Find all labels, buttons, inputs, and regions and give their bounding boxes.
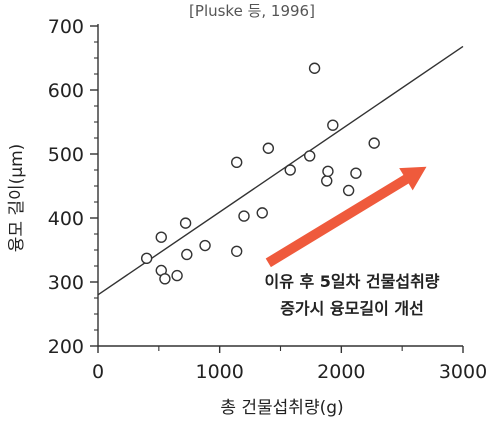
annotation-arrow xyxy=(265,166,427,268)
y-axis-title: 융모 길이(μm) xyxy=(7,144,27,253)
scatter-point xyxy=(159,273,171,285)
scatter-point xyxy=(308,62,321,74)
scatter-point xyxy=(262,142,275,154)
scatter-point xyxy=(327,119,339,131)
scatter-point xyxy=(140,252,153,265)
axes: 200 300 400 500 600 700 0 1000 2000 3000 xyxy=(48,16,487,383)
scatter-point xyxy=(230,156,243,169)
scatter-point xyxy=(321,175,333,187)
y-tick-label: 600 xyxy=(48,80,84,102)
annotation xyxy=(265,166,427,268)
scatter-point xyxy=(342,184,355,197)
y-tick-label: 400 xyxy=(48,208,84,230)
scatter-point xyxy=(322,165,334,177)
x-axis-title: 총 건물섭취량(g) xyxy=(220,398,343,418)
data-points xyxy=(140,62,380,285)
scatter-point xyxy=(350,167,362,179)
scatter-point xyxy=(238,210,250,222)
y-tick-label: 300 xyxy=(48,272,84,294)
scatter-point xyxy=(284,164,296,176)
x-tick-label: 3000 xyxy=(439,361,487,383)
source-note: [Pluske 등, 1996] xyxy=(189,2,315,20)
x-tick-label: 0 xyxy=(92,361,104,383)
scatter-point xyxy=(304,150,316,162)
scatter-point xyxy=(230,245,243,257)
scatter-point xyxy=(179,217,192,229)
x-tick-label: 2000 xyxy=(317,361,365,383)
y-tick-label: 700 xyxy=(48,16,84,38)
scatter-point xyxy=(181,248,193,261)
x-tick-label: 1000 xyxy=(195,361,243,383)
annotation-line-2: 증가시 융모길이 개선 xyxy=(280,299,424,318)
y-tick-label: 200 xyxy=(48,336,84,358)
annotation-line-1: 이유 후 5일차 건물섭취량 xyxy=(264,272,439,291)
y-tick-label: 500 xyxy=(48,144,84,166)
scatter-point xyxy=(155,231,167,243)
scatter-point xyxy=(368,137,380,149)
scatter-point xyxy=(256,207,268,219)
plot-area xyxy=(97,45,464,296)
scatter-point xyxy=(199,239,211,252)
scatter-point xyxy=(171,269,183,282)
trendline xyxy=(97,45,464,296)
